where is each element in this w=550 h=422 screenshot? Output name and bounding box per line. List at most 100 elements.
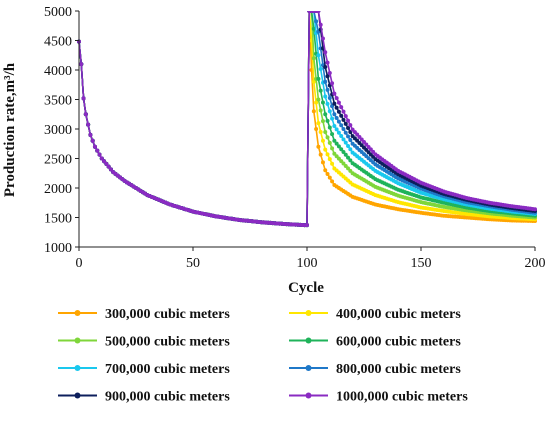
legend-item: 500,000 cubic meters xyxy=(58,335,230,350)
data-point xyxy=(330,179,335,184)
data-point xyxy=(346,143,351,148)
data-point xyxy=(334,141,339,146)
data-point xyxy=(316,121,321,126)
data-point xyxy=(318,22,323,27)
data-point xyxy=(343,140,348,145)
y-tick-label: 4000 xyxy=(44,64,72,79)
x-tick-label: 150 xyxy=(411,256,432,271)
data-point xyxy=(330,132,335,137)
data-point xyxy=(339,134,344,139)
data-point xyxy=(334,115,339,120)
data-point xyxy=(339,147,344,152)
data-point xyxy=(348,158,353,163)
y-axis-title: Production rate,m³/h xyxy=(2,62,18,197)
legend-item: 600,000 cubic meters xyxy=(289,335,461,350)
data-point xyxy=(108,167,113,172)
data-point xyxy=(323,65,328,70)
data-point xyxy=(323,50,328,55)
data-point xyxy=(323,129,328,134)
data-point xyxy=(336,100,341,105)
data-point xyxy=(327,157,332,162)
data-point xyxy=(336,109,341,114)
data-point xyxy=(325,74,330,79)
data-point xyxy=(316,76,321,81)
legend-label: 600,000 cubic meters xyxy=(336,335,461,350)
x-tick-label: 0 xyxy=(76,256,83,271)
data-point xyxy=(316,53,321,58)
data-point xyxy=(79,62,84,67)
data-point xyxy=(83,112,88,117)
data-point xyxy=(314,19,319,24)
data-point xyxy=(323,94,328,99)
data-point xyxy=(318,108,323,113)
x-axis-title: Cycle xyxy=(288,280,324,296)
plot-area xyxy=(77,11,537,228)
data-point xyxy=(336,144,341,149)
data-point xyxy=(106,164,111,169)
data-point xyxy=(316,11,321,13)
series-line xyxy=(78,11,536,226)
data-point xyxy=(327,175,332,180)
data-point xyxy=(323,168,328,173)
data-point xyxy=(332,138,337,143)
data-point xyxy=(343,152,348,157)
data-point xyxy=(311,56,316,61)
x-tick-label: 200 xyxy=(525,256,546,271)
legend-item: 900,000 cubic meters xyxy=(58,390,230,405)
data-point xyxy=(318,88,323,93)
data-point xyxy=(325,118,330,123)
legend-item: 1000,000 cubic meters xyxy=(289,390,468,405)
data-point xyxy=(311,109,316,114)
y-tick-label: 4500 xyxy=(44,35,72,50)
data-point xyxy=(330,146,335,151)
legend-item: 400,000 cubic meters xyxy=(289,307,461,322)
data-point xyxy=(320,160,325,165)
axes: 1000 1500 2000 2500 3000 3500 4000 4500 5000 0 50 1… xyxy=(44,5,546,271)
data-point xyxy=(97,152,102,157)
y-tick-label: 3000 xyxy=(44,123,72,138)
y-tick-label: 2000 xyxy=(44,182,72,197)
data-point xyxy=(325,87,330,92)
data-point xyxy=(320,100,325,105)
y-tick-label: 1000 xyxy=(44,241,72,256)
data-point xyxy=(330,81,335,86)
data-point xyxy=(327,125,332,130)
data-point xyxy=(320,119,325,124)
data-point xyxy=(95,148,100,153)
legend-item: 300,000 cubic meters xyxy=(58,307,230,322)
x-tick-label: 50 xyxy=(186,256,200,271)
data-point xyxy=(327,140,332,145)
data-point xyxy=(346,125,351,130)
data-point xyxy=(88,132,93,137)
data-point xyxy=(327,96,332,101)
data-point xyxy=(332,91,337,96)
legend-item: 800,000 cubic meters xyxy=(289,362,461,377)
y-tick-label: 2500 xyxy=(44,153,72,168)
y-tick-label: 5000 xyxy=(44,5,72,20)
data-point xyxy=(305,223,309,228)
data-point xyxy=(325,152,330,157)
data-point xyxy=(346,134,351,139)
data-point xyxy=(318,152,323,157)
data-point xyxy=(332,124,337,129)
data-point xyxy=(339,113,344,118)
data-point xyxy=(334,96,339,101)
legend-label: 700,000 cubic meters xyxy=(105,362,230,377)
legend-label: 300,000 cubic meters xyxy=(105,307,230,322)
legend-swatch-marker xyxy=(305,310,312,316)
data-point xyxy=(334,127,339,132)
data-point xyxy=(320,138,325,143)
legend-item: 700,000 cubic meters xyxy=(58,362,230,377)
legend-swatch-marker xyxy=(305,392,312,399)
data-point xyxy=(314,100,319,105)
data-point xyxy=(330,161,335,166)
data-point xyxy=(327,70,332,75)
y-tick-label: 1500 xyxy=(44,212,72,227)
data-point xyxy=(325,60,330,65)
data-point xyxy=(316,144,321,149)
data-point xyxy=(323,147,328,152)
data-point xyxy=(336,130,341,135)
data-point xyxy=(341,109,346,114)
data-point xyxy=(325,171,330,176)
